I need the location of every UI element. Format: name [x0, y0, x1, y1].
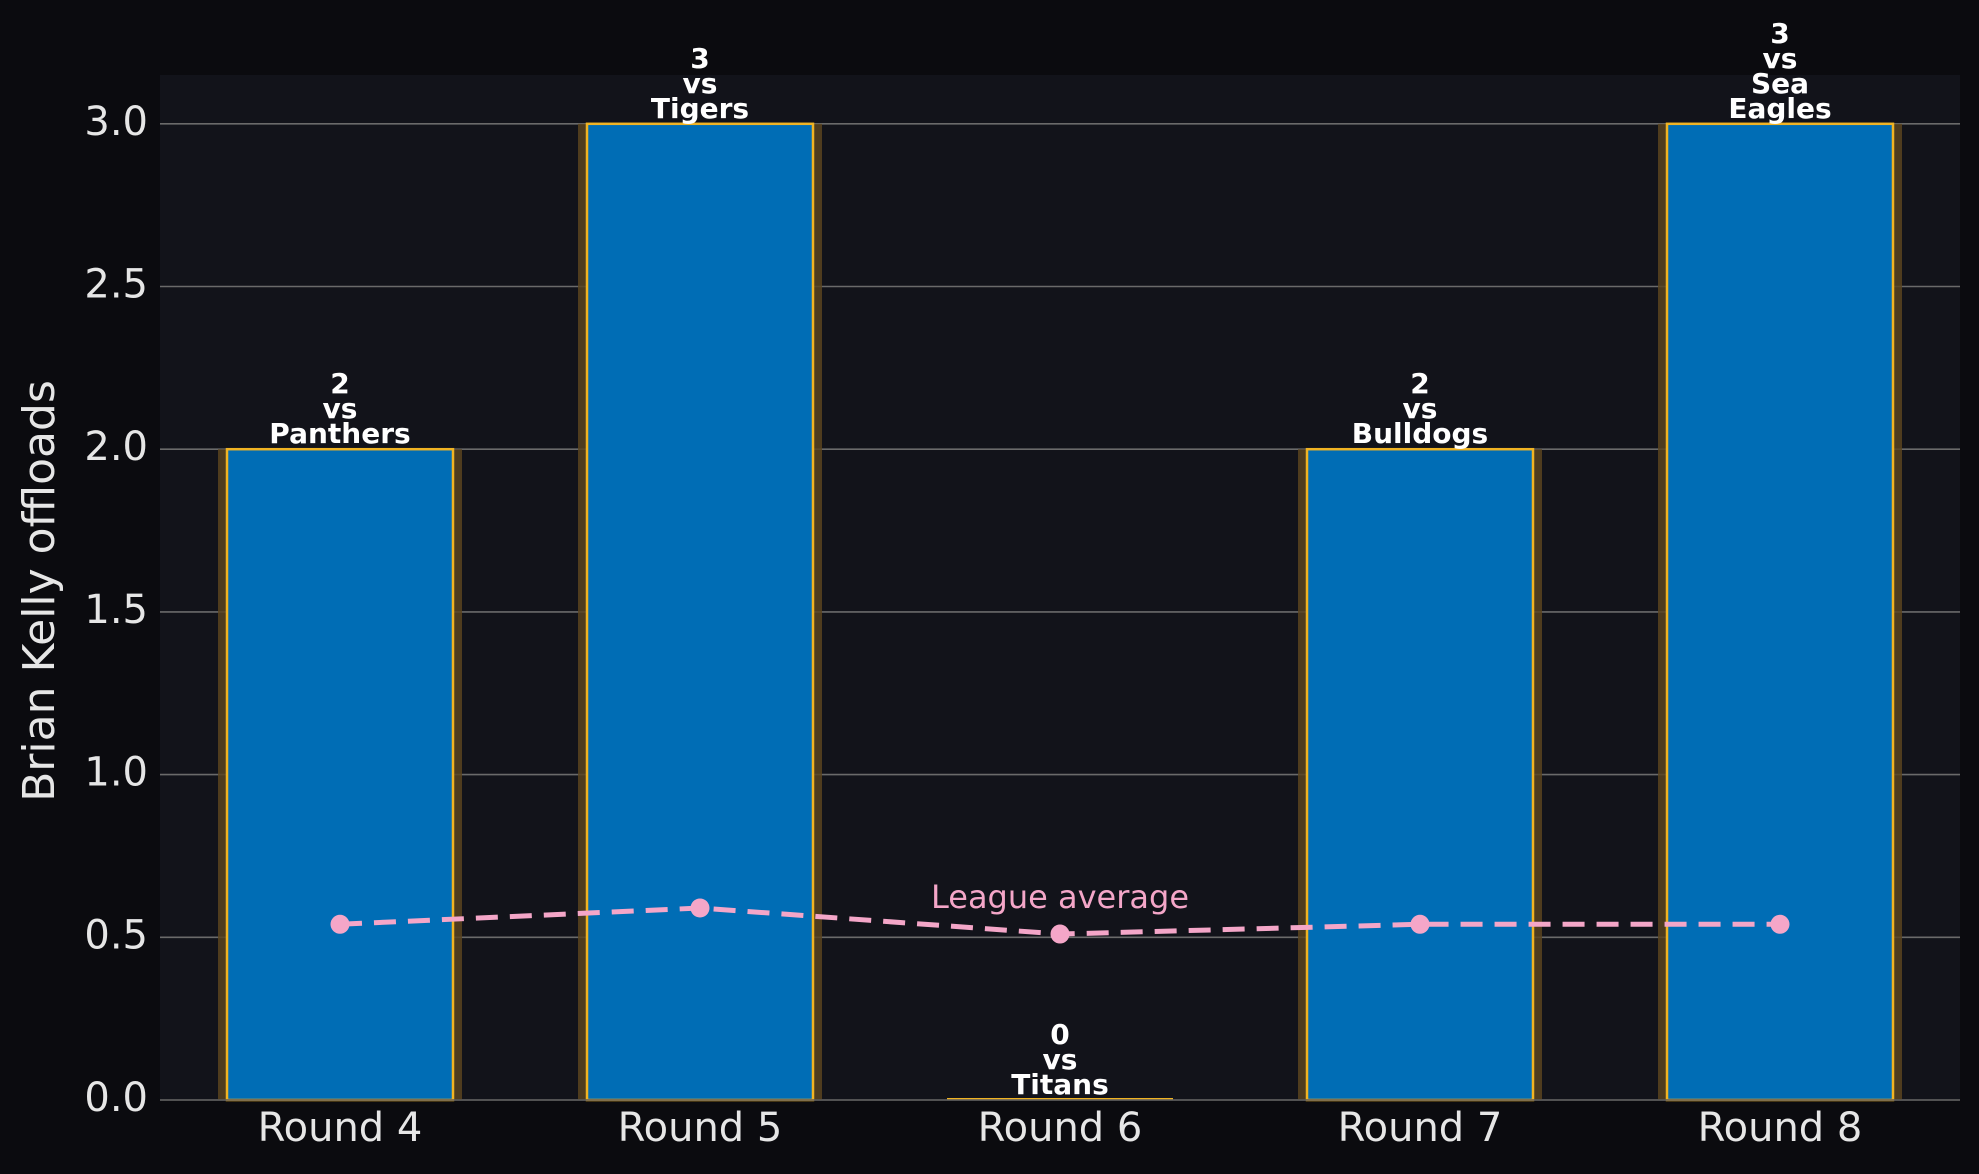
bar	[225, 447, 455, 1102]
x-tick-label: Round 6	[978, 1105, 1143, 1151]
x-axis: Round 4 Round 5 Round 6 Round 7 Round 8	[160, 1099, 1960, 1151]
bar-data-label: Bulldogs	[1352, 417, 1488, 450]
y-tick-label: 1.0	[84, 750, 148, 796]
bar-data-label: 0	[1050, 1018, 1069, 1051]
league-average-label: League average	[931, 878, 1189, 916]
bar-data-label: 3	[690, 42, 709, 75]
bar	[585, 122, 815, 1102]
bar	[1665, 122, 1895, 1102]
bar-labels: 2vsPanthers3vsTigers0vsTitans2vsBulldogs…	[269, 17, 1831, 1101]
y-tick-label: 1.5	[84, 587, 148, 633]
league-average-point	[1770, 914, 1790, 934]
y-tick-label: 0.0	[84, 1075, 148, 1121]
league-average-point	[330, 914, 350, 934]
y-tick-label: 2.0	[84, 424, 148, 470]
bar-data-label: 2	[330, 367, 349, 400]
league-average-point	[690, 898, 710, 918]
bar-data-label: Titans	[1011, 1068, 1109, 1101]
x-tick-label: Round 7	[1338, 1105, 1503, 1151]
x-tick-label: Round 4	[258, 1105, 423, 1151]
bar-data-label: Panthers	[269, 417, 410, 450]
x-tick-label: Round 8	[1698, 1105, 1863, 1151]
y-tick-label: 0.5	[84, 912, 148, 958]
y-axis: 0.0 0.5 1.0 1.5 2.0 2.5 3.0	[84, 99, 148, 1121]
x-tick-label: Round 5	[618, 1105, 783, 1151]
bar-data-label: 3	[1770, 17, 1789, 50]
league-average-series: League average	[330, 878, 1790, 944]
league-average-point	[1410, 914, 1430, 934]
bar-data-label: vs	[683, 67, 718, 100]
y-tick-label: 3.0	[84, 99, 148, 145]
bar	[1305, 447, 1535, 1102]
bar-data-label: 2	[1410, 367, 1429, 400]
y-axis-title: Brian Kelly offloads	[14, 380, 65, 802]
bars	[218, 122, 1902, 1102]
bar-data-label: vs	[1403, 392, 1438, 425]
league-average-point	[1050, 924, 1070, 944]
y-tick-label: 2.5	[84, 262, 148, 308]
bar-data-label: Tigers	[651, 92, 749, 125]
bar-data-label: vs	[1043, 1043, 1078, 1076]
bar-data-label: vs	[1763, 42, 1798, 75]
bar-data-label: Sea	[1751, 67, 1809, 100]
bar-data-label: Eagles	[1728, 92, 1831, 125]
bar-data-label: vs	[323, 392, 358, 425]
